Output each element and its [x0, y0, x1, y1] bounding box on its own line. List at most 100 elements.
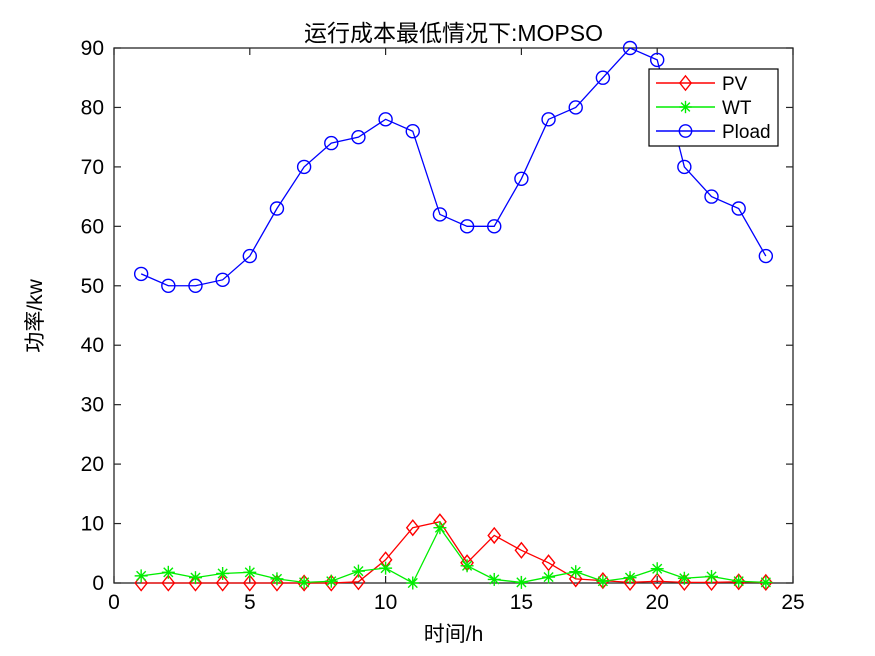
asterisk-spoke: [299, 577, 310, 588]
diamond-marker: [623, 573, 637, 592]
circle-marker-shape: [405, 124, 420, 139]
diamond-marker: [487, 526, 502, 545]
circle-marker-shape: [568, 100, 583, 115]
diamond-marker: [758, 573, 773, 592]
circle-marker: [678, 124, 693, 138]
asterisk-spoke: [733, 576, 744, 587]
diamond-marker: [324, 574, 339, 592]
circle-marker: [405, 124, 420, 139]
circle-marker: [758, 248, 774, 264]
asterisk-marker: [677, 571, 691, 585]
diamond-marker: [650, 572, 665, 590]
asterisk-marker: [243, 565, 257, 579]
circle-marker: [133, 266, 149, 282]
y-tick-label: 0: [92, 572, 104, 595]
diamond-marker-shape: [351, 573, 366, 591]
circle-marker: [595, 70, 611, 85]
circle-marker: [269, 201, 285, 216]
asterisk-marker: [650, 562, 664, 576]
circle-marker-shape: [731, 201, 746, 216]
circle-marker-shape: [677, 159, 692, 175]
circle-marker: [188, 278, 203, 293]
diamond-marker-shape: [541, 554, 556, 572]
y-tick-label: 90: [81, 37, 104, 60]
asterisk-spoke: [706, 571, 717, 582]
circle-marker-shape: [133, 266, 149, 282]
y-axis-label: 功率/kw: [24, 279, 47, 353]
asterisk-spoke: [434, 522, 446, 533]
asterisk-marker: [679, 100, 692, 114]
circle-marker: [296, 159, 312, 175]
diamond-marker: [215, 574, 230, 592]
legend-label: PV: [722, 74, 748, 95]
legend-item-pload: Pload: [656, 122, 771, 143]
diamond-marker: [297, 574, 312, 592]
y-tick-label: 60: [81, 215, 104, 238]
asterisk-spoke: [163, 567, 174, 578]
circle-marker-shape: [242, 248, 258, 264]
diamond-marker: [405, 519, 420, 537]
legend: PV WT Pload: [648, 68, 779, 147]
circle-marker-shape: [650, 52, 665, 68]
asterisk-marker: [569, 565, 583, 579]
asterisk-spoke: [353, 566, 364, 577]
legend-item-wt: WT: [656, 98, 752, 119]
circle-marker-shape: [188, 278, 203, 293]
diamond-marker-shape: [623, 573, 637, 592]
asterisk-marker: [216, 566, 230, 580]
asterisk-marker: [351, 564, 365, 578]
circle-marker-shape: [161, 278, 176, 293]
series-line-wt: [141, 526, 766, 584]
diamond-marker: [678, 74, 693, 92]
circle-marker-shape: [487, 219, 502, 234]
diamond-marker-shape: [487, 526, 502, 545]
asterisk-spoke: [489, 574, 500, 585]
asterisk-marker: [188, 571, 202, 585]
x-tick-label: 10: [374, 591, 397, 614]
x-axis-label: 时间/h: [423, 623, 484, 646]
asterisk-marker: [460, 559, 474, 573]
legend-label: Pload: [722, 122, 771, 143]
y-tick-label: 50: [81, 275, 104, 298]
circle-marker: [378, 112, 393, 127]
asterisk-marker: [487, 572, 501, 586]
plot-border: [113, 47, 794, 584]
y-tick-label: 40: [81, 334, 104, 357]
series-line-pv: [141, 521, 766, 584]
diamond-marker-shape: [405, 519, 420, 537]
circle-marker-shape: [595, 70, 611, 85]
diamond-marker-shape: [731, 573, 746, 591]
circle-marker: [514, 171, 529, 186]
diamond-marker-shape: [650, 572, 665, 590]
asterisk-marker: [406, 576, 420, 590]
legend-label: WT: [722, 98, 752, 119]
x-tick-label: 15: [510, 591, 533, 614]
asterisk-marker: [596, 574, 610, 588]
asterisk-spoke: [326, 576, 337, 587]
circle-marker-shape: [678, 124, 693, 138]
diamond-marker-shape: [324, 574, 339, 592]
circle-marker: [324, 135, 339, 151]
asterisk-marker: [161, 565, 175, 579]
asterisk-spoke: [516, 577, 527, 588]
asterisk-marker: [433, 521, 447, 535]
diamond-marker-shape: [215, 574, 230, 592]
diamond-marker-shape: [677, 573, 692, 592]
series-pv: [134, 513, 773, 592]
asterisk-spoke: [543, 571, 554, 583]
y-tick-label: 80: [81, 96, 104, 119]
diamond-marker: [270, 574, 284, 592]
asterisk-spoke: [244, 567, 255, 578]
asterisk-spoke: [652, 563, 663, 574]
circle-marker: [432, 207, 448, 222]
asterisk-marker: [379, 561, 393, 575]
series-wt: [134, 521, 773, 590]
circle-marker: [351, 129, 366, 145]
circle-marker-shape: [432, 207, 448, 222]
y-tick-label: 70: [81, 156, 104, 179]
circle-marker-shape: [215, 272, 230, 288]
asterisk-spoke: [190, 572, 201, 583]
diamond-marker-shape: [297, 574, 312, 592]
diamond-marker-shape: [678, 74, 693, 92]
